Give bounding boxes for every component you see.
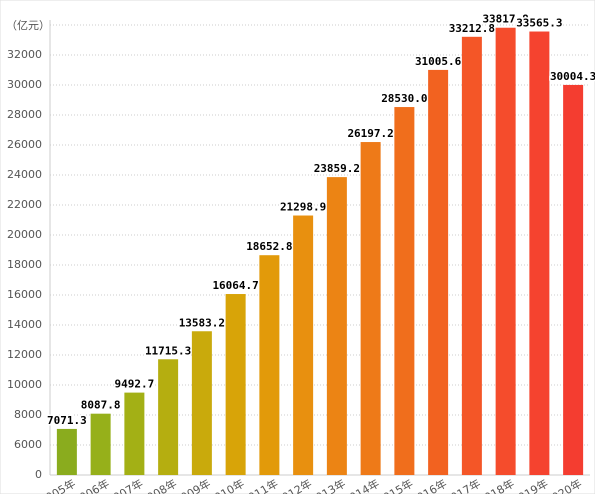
y-tick-label: 24000 xyxy=(7,168,42,181)
value-label: 28530.0 xyxy=(381,92,427,105)
value-label: 21298.9 xyxy=(280,201,326,214)
y-tick-label: 16000 xyxy=(7,288,42,301)
value-label: 8087.8 xyxy=(81,399,121,412)
value-label: 18652.8 xyxy=(246,240,292,253)
y-tick-label: 28000 xyxy=(7,108,42,121)
value-label: 9492.7 xyxy=(115,378,155,391)
bar xyxy=(191,331,212,475)
bar xyxy=(90,413,111,475)
y-tick-label: 32000 xyxy=(7,48,42,61)
bar xyxy=(563,84,584,476)
value-label: 31005.6 xyxy=(415,55,462,68)
bar xyxy=(124,392,145,475)
value-label: 33212.8 xyxy=(449,22,495,35)
bar xyxy=(326,177,347,475)
y-tick-label: 10000 xyxy=(7,378,42,391)
bar xyxy=(56,428,77,475)
value-label: 11715.3 xyxy=(145,344,191,357)
bar xyxy=(158,359,179,475)
value-label: 30004.3 xyxy=(550,70,595,83)
bar xyxy=(394,107,415,476)
value-label: 26197.2 xyxy=(347,127,393,140)
y-tick-label: 14000 xyxy=(7,318,42,331)
y-tick-label: 12000 xyxy=(7,348,42,361)
value-label: 33565.3 xyxy=(516,17,562,30)
value-label: 23859.2 xyxy=(314,162,360,175)
y-tick-label: 30000 xyxy=(7,78,42,91)
bar xyxy=(461,36,482,476)
value-label: 7071.3 xyxy=(47,414,87,427)
value-label: 13583.2 xyxy=(179,316,225,329)
y-tick-label: 8000 xyxy=(14,408,42,421)
y-tick-label: 6000 xyxy=(14,438,42,451)
y-unit-label: （亿元） xyxy=(6,19,50,32)
y-tick-label: 0 xyxy=(35,468,42,481)
bar xyxy=(495,27,516,475)
bar xyxy=(225,294,246,475)
y-tick-label: 22000 xyxy=(7,198,42,211)
bar xyxy=(259,255,280,475)
y-tick-label: 18000 xyxy=(7,258,42,271)
value-label: 33817.8 xyxy=(482,13,528,26)
value-label: 16064.7 xyxy=(212,279,258,292)
y-tick-label: 26000 xyxy=(7,138,42,151)
bar xyxy=(428,69,449,475)
bar xyxy=(529,31,550,475)
y-tick-label: 20000 xyxy=(7,228,42,241)
bar xyxy=(360,142,381,476)
bar xyxy=(293,215,314,476)
